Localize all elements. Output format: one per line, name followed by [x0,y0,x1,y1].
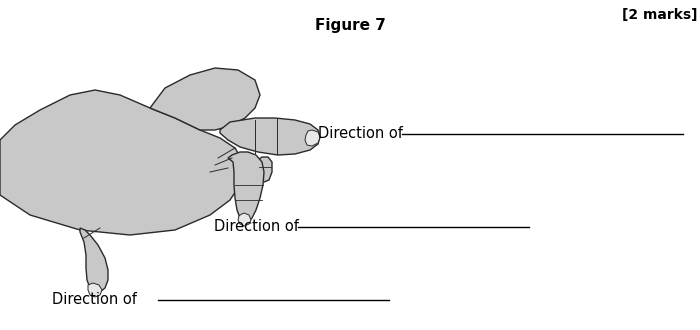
Text: Direction of: Direction of [52,292,137,307]
Text: Direction of: Direction of [214,218,298,234]
Text: Direction of: Direction of [318,126,403,141]
Polygon shape [80,228,108,292]
Polygon shape [258,157,272,182]
Polygon shape [238,213,251,226]
Polygon shape [0,90,245,235]
Text: Figure 7: Figure 7 [314,18,386,33]
Polygon shape [228,152,264,222]
Polygon shape [305,130,320,146]
Polygon shape [220,118,320,155]
Polygon shape [88,283,102,297]
Text: [2 marks]: [2 marks] [622,8,698,22]
Polygon shape [150,68,260,130]
